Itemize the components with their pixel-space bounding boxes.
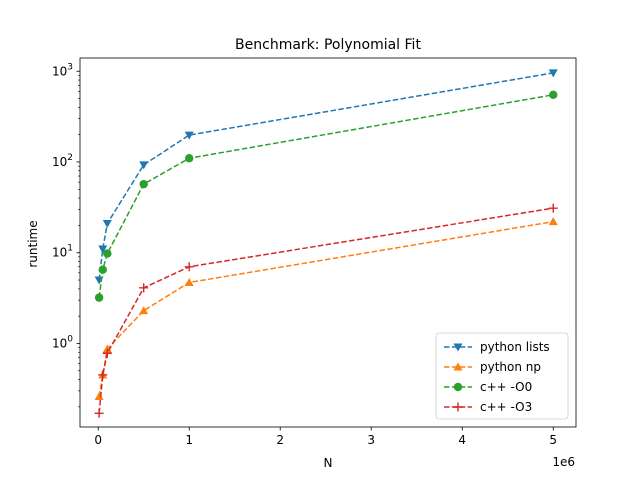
data-point [139, 179, 148, 189]
series-line [98, 207, 554, 414]
data-point [139, 161, 149, 170]
data-point [98, 265, 107, 274]
data-point [139, 306, 149, 315]
data-point [453, 402, 463, 412]
legend-label: python lists [480, 340, 550, 354]
data-point [103, 249, 112, 258]
plot-area: 100 101 102 103 0 1 2 3 4 5 python lists python np c… [52, 57, 577, 447]
data-point [94, 392, 104, 401]
data-point [184, 262, 194, 272]
y-tick-label: 102 [52, 153, 73, 169]
legend-item: c++ -O3 [444, 400, 532, 414]
data-point [548, 69, 558, 78]
data-point [102, 348, 112, 358]
data-point [185, 154, 194, 163]
plot-frame [79, 57, 577, 428]
data-point [184, 131, 194, 140]
data-point [184, 277, 194, 286]
data-point [94, 408, 104, 418]
x-tick-label: 2 [276, 433, 284, 447]
legend-label: c++ -O3 [480, 400, 532, 414]
y-tick-label: 101 [52, 244, 73, 260]
x-axis-label: N [324, 456, 333, 470]
legend-item: python lists [444, 340, 550, 354]
data-point [548, 203, 558, 213]
data-point [98, 370, 108, 380]
legend-label: c++ -O0 [480, 380, 532, 394]
series-python-lists [94, 69, 558, 285]
data-point [549, 90, 558, 100]
x-tick-label: 4 [458, 433, 466, 447]
x-tick-label: 3 [367, 433, 375, 447]
data-point [453, 382, 463, 392]
data-point [453, 343, 463, 352]
data-point [98, 245, 108, 254]
x-offset-label: 1e6 [552, 455, 575, 469]
data-point [94, 293, 104, 302]
legend-item: python np [444, 360, 541, 374]
series-c-o0 [94, 90, 558, 302]
legend-item: c++ -O0 [444, 380, 532, 394]
x-tick-label: 1 [185, 433, 193, 447]
series-c-o3 [94, 203, 558, 418]
series-line [98, 72, 554, 281]
x-tick-label: 0 [94, 433, 102, 447]
data-point [548, 217, 558, 226]
data-point [102, 219, 112, 228]
legend-box [435, 332, 569, 420]
series-line [98, 94, 554, 298]
y-axis-label: runtime [26, 220, 40, 267]
legend-label: python np [480, 360, 541, 374]
y-tick-label: 103 [52, 62, 73, 78]
data-point [139, 283, 149, 293]
y-tick-label: 100 [52, 334, 73, 350]
data-point [453, 362, 463, 371]
x-tick-label: 5 [549, 433, 557, 447]
chart-title: Benchmark: Polynomial Fit [235, 37, 421, 53]
